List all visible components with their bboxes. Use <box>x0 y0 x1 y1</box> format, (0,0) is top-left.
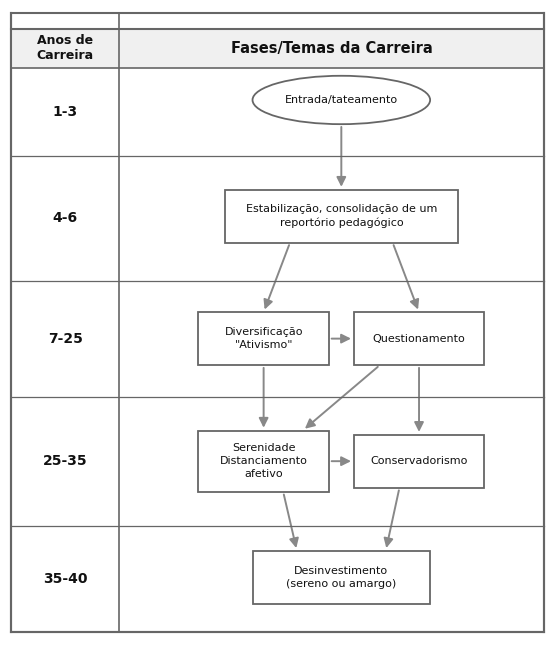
FancyBboxPatch shape <box>354 435 484 488</box>
FancyBboxPatch shape <box>11 29 544 68</box>
Text: Anos de
Carreira: Anos de Carreira <box>37 34 94 63</box>
Text: Conservadorismo: Conservadorismo <box>370 456 468 466</box>
FancyBboxPatch shape <box>199 312 329 365</box>
Text: Questionamento: Questionamento <box>372 333 466 344</box>
Text: Entrada/tateamento: Entrada/tateamento <box>285 95 398 105</box>
Text: 35-40: 35-40 <box>43 572 88 586</box>
Text: 25-35: 25-35 <box>43 454 88 468</box>
Text: Estabilização, consolidação de um
reportório pedagógico: Estabilização, consolidação de um report… <box>246 204 437 228</box>
Text: 1-3: 1-3 <box>53 105 78 119</box>
Text: Fases/Temas da Carreira: Fases/Temas da Carreira <box>231 41 432 56</box>
FancyBboxPatch shape <box>225 190 458 243</box>
Text: 7-25: 7-25 <box>48 332 83 346</box>
FancyBboxPatch shape <box>354 312 484 365</box>
Ellipse shape <box>253 76 430 124</box>
Text: 4-6: 4-6 <box>53 212 78 225</box>
FancyBboxPatch shape <box>199 431 329 491</box>
Text: Desinvestimento
(sereno ou amargo): Desinvestimento (sereno ou amargo) <box>286 566 396 589</box>
Text: Serenidade
Distanciamento
afetivo: Serenidade Distanciamento afetivo <box>220 443 307 479</box>
FancyBboxPatch shape <box>11 13 544 632</box>
Text: Diversificação
"Ativismo": Diversificação "Ativismo" <box>224 327 303 350</box>
FancyBboxPatch shape <box>253 551 430 604</box>
